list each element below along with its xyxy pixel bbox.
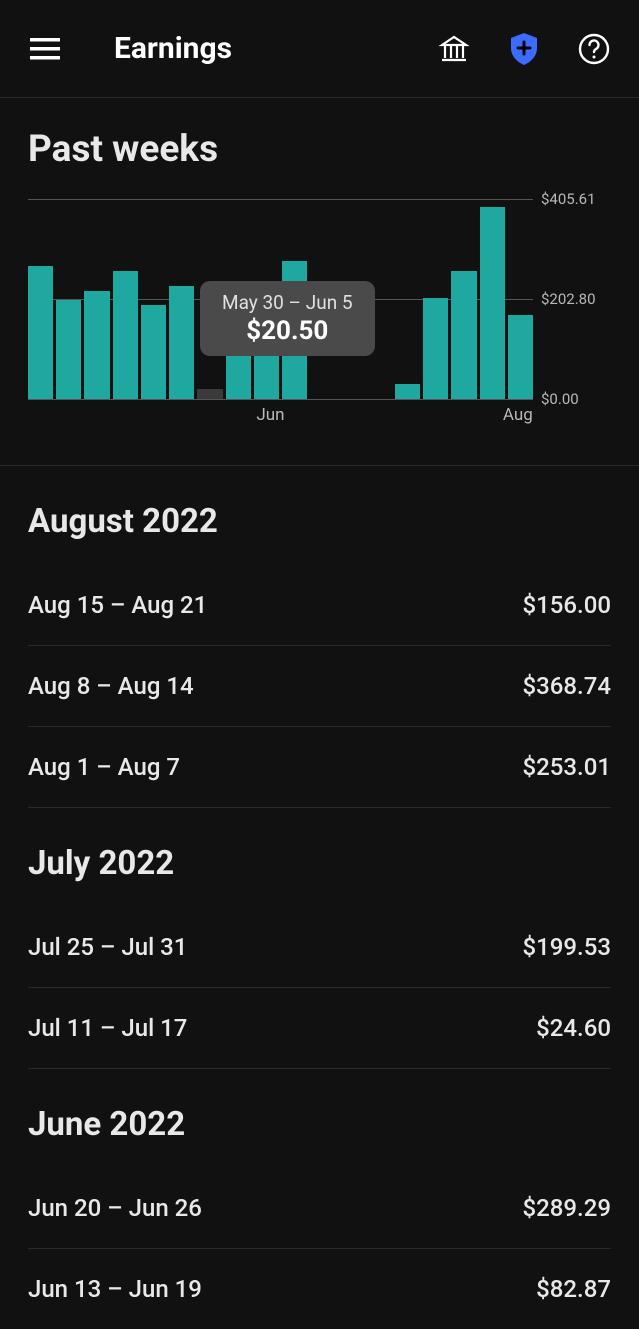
chart-ylabel: $405.61 <box>541 190 596 208</box>
earnings-list: August 2022 Aug 15 – Aug 21 $156.00 Aug 8 –… <box>0 466 639 1329</box>
chart-bar[interactable] <box>254 286 279 399</box>
chart-bar[interactable] <box>226 330 251 399</box>
week-row[interactable]: Aug 15 – Aug 21 $156.00 <box>28 565 611 646</box>
week-row[interactable]: Jun 20 – Jun 26 $289.29 <box>28 1168 611 1249</box>
week-amount: $156.00 <box>522 591 611 619</box>
chart-section: Past weeks May 30 – Jun 5 $20.50 $405.61… <box>0 98 639 466</box>
chart-xlabel: Aug <box>503 405 533 425</box>
chart-bar[interactable] <box>423 298 448 399</box>
chart-bar[interactable] <box>141 305 166 399</box>
week-range: Aug 15 – Aug 21 <box>28 591 207 619</box>
week-amount: $289.29 <box>522 1194 611 1222</box>
chart-xlabels: Jun Aug <box>28 405 533 435</box>
week-range: Jun 20 – Jun 26 <box>28 1194 202 1222</box>
hamburger-icon <box>30 38 60 60</box>
help-button[interactable] <box>577 32 611 66</box>
chart-bar[interactable] <box>197 389 222 399</box>
week-row[interactable]: Jul 11 – Jul 17 $24.60 <box>28 988 611 1069</box>
week-amount: $253.01 <box>522 753 611 781</box>
month-header: August 2022 <box>28 466 611 565</box>
week-range: Jun 13 – Jun 19 <box>28 1275 202 1303</box>
chart-ylabels: $405.61$202.80$0.00 <box>533 199 611 399</box>
week-range: Jul 25 – Jul 31 <box>28 933 187 961</box>
chart-bar[interactable] <box>282 261 307 399</box>
week-amount: $24.60 <box>536 1014 611 1042</box>
bank-icon <box>438 33 470 65</box>
header-actions <box>437 32 611 66</box>
bank-button[interactable] <box>437 32 471 66</box>
chart-bar[interactable] <box>56 300 81 399</box>
week-range: Aug 8 – Aug 14 <box>28 672 194 700</box>
chart-bar[interactable] <box>508 315 533 399</box>
month-header: July 2022 <box>28 808 611 907</box>
week-range: Aug 1 – Aug 7 <box>28 753 180 781</box>
chart-bar[interactable] <box>28 266 53 399</box>
chart-bar[interactable] <box>395 384 420 399</box>
week-row[interactable]: Jul 25 – Jul 31 $199.53 <box>28 907 611 988</box>
shield-plus-icon <box>509 32 539 66</box>
page-title: Earnings <box>114 31 437 66</box>
chart-bar[interactable] <box>480 207 505 399</box>
menu-button[interactable] <box>28 32 62 66</box>
chart-bars-container <box>28 199 533 399</box>
chart-title: Past weeks <box>28 128 611 171</box>
week-amount: $368.74 <box>522 672 611 700</box>
week-amount: $82.87 <box>536 1275 611 1303</box>
chart-ylabel: $202.80 <box>541 290 596 308</box>
chart-bar[interactable] <box>84 291 109 399</box>
chart-area[interactable]: May 30 – Jun 5 $20.50 <box>28 199 533 399</box>
chart-bar[interactable] <box>113 271 138 399</box>
week-row[interactable]: Jun 13 – Jun 19 $82.87 <box>28 1249 611 1329</box>
week-amount: $199.53 <box>522 933 611 961</box>
week-row[interactable]: Aug 8 – Aug 14 $368.74 <box>28 646 611 727</box>
week-row[interactable]: Aug 1 – Aug 7 $253.01 <box>28 727 611 808</box>
chart-xlabel: Jun <box>256 405 284 425</box>
chart-bar[interactable] <box>169 286 194 399</box>
chart-wrap: May 30 – Jun 5 $20.50 $405.61$202.80$0.0… <box>28 199 611 399</box>
month-header: June 2022 <box>28 1069 611 1168</box>
help-icon <box>578 33 610 65</box>
chart-bar[interactable] <box>451 271 476 399</box>
shield-button[interactable] <box>507 32 541 66</box>
week-range: Jul 11 – Jul 17 <box>28 1014 187 1042</box>
app-header: Earnings <box>0 0 639 98</box>
